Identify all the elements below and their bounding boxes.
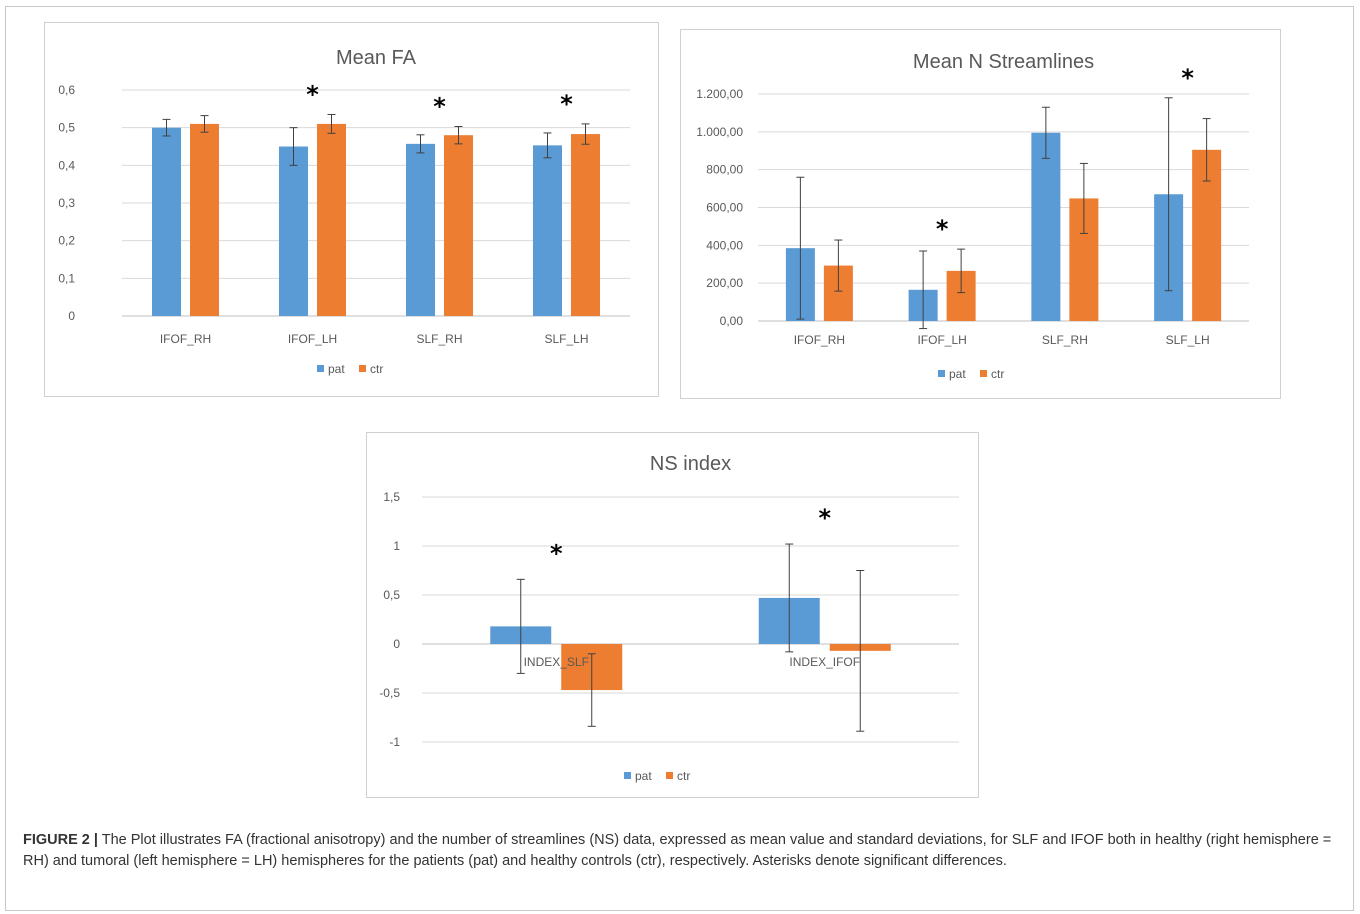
y-tick-label: 0,00 (720, 314, 744, 328)
caption-text: The Plot illustrates FA (fractional anis… (23, 832, 1332, 869)
y-tick-label: 0,5 (383, 588, 400, 602)
x-category-label: IFOF_RH (160, 332, 211, 346)
x-category-label: SLF_LH (1166, 333, 1210, 347)
y-tick-label: 400,00 (706, 238, 743, 252)
legend: pat ctr (317, 362, 383, 376)
chart-ns-index: NS index -1 -0,5 0 0,5 1 1,5 INDEX_SLF * INDEX_IF… (379, 453, 959, 783)
bar-ctr (571, 134, 600, 316)
chart-title: Mean FA (336, 47, 417, 69)
legend-label-ctr: ctr (991, 367, 1004, 381)
y-tick-label: 0 (68, 309, 75, 323)
y-tick-label: 0,3 (58, 196, 75, 210)
significance-asterisk: * (936, 215, 949, 243)
x-category-label: IFOF_LH (288, 332, 337, 346)
legend-label-ctr: ctr (677, 769, 690, 783)
x-category-label: SLF_RH (416, 332, 462, 346)
legend-swatch-ctr (980, 370, 987, 377)
significance-asterisk: * (818, 504, 831, 532)
y-tick-label: 1 (393, 539, 400, 553)
significance-asterisk: * (433, 93, 446, 121)
chart-panel-mean-fa: Mean FA 0 0,1 0,2 0,3 0,4 0,5 0,6 IFOF_RH IFOF_LH… (44, 22, 659, 397)
x-category-label: IFOF_LH (917, 333, 966, 347)
legend-swatch-ctr (666, 772, 673, 779)
legend-swatch-ctr (359, 365, 366, 372)
significance-asterisk: * (1181, 64, 1194, 92)
figure-caption: FIGURE 2 | The Plot illustrates FA (frac… (23, 830, 1343, 872)
y-tick-label: 1,5 (383, 490, 400, 504)
bar-pat (533, 145, 562, 316)
bar-pat (1031, 132, 1061, 321)
y-tick-label: 0,4 (58, 158, 75, 172)
legend: pat ctr (624, 769, 690, 783)
x-category-label: IFOF_RH (794, 333, 845, 347)
significance-asterisk: * (560, 90, 573, 118)
legend-label-pat: pat (328, 362, 345, 376)
figure-frame (5, 6, 1354, 911)
legend-swatch-pat (317, 365, 324, 372)
y-tick-label: 1.000,00 (696, 125, 743, 139)
chart-title: Mean N Streamlines (913, 51, 1094, 73)
legend-swatch-pat (938, 370, 945, 377)
bar-ctr (190, 123, 219, 317)
chart-mean-fa: Mean FA 0 0,1 0,2 0,3 0,4 0,5 0,6 IFOF_RH IFOF_LH… (58, 47, 630, 376)
bar-pat (279, 146, 308, 316)
chart-mean-n-streamlines: Mean N Streamlines 0,00 200,00 400,00 600,00… (696, 51, 1249, 381)
bar-ctr (444, 135, 473, 316)
x-category-label: SLF_RH (1042, 333, 1088, 347)
chart-panel-mean-n-streamlines: Mean N Streamlines 0,00 200,00 400,00 600,00… (680, 29, 1281, 399)
chart-panel-ns-index: NS index -1 -0,5 0 0,5 1 1,5 INDEX_SLF * INDEX_IF… (366, 432, 979, 798)
x-category-label: INDEX_SLF (524, 655, 589, 669)
bar-ctr (317, 123, 346, 317)
significance-asterisk: * (306, 80, 319, 108)
legend-label-ctr: ctr (370, 362, 383, 376)
bar-pat (406, 143, 435, 316)
y-tick-label: -1 (389, 735, 400, 749)
legend-label-pat: pat (949, 367, 966, 381)
y-tick-label: 0,1 (58, 271, 75, 285)
legend-label-pat: pat (635, 769, 652, 783)
legend-swatch-pat (624, 772, 631, 779)
bar-pat (152, 127, 181, 317)
y-tick-label: 0,5 (58, 121, 75, 135)
y-tick-label: 1.200,00 (696, 87, 743, 101)
caption-label: FIGURE 2 | (23, 832, 98, 848)
x-category-label: INDEX_IFOF (789, 655, 860, 669)
y-tick-label: 0,6 (58, 83, 75, 97)
y-tick-label: 200,00 (706, 276, 743, 290)
y-tick-label: -0,5 (379, 686, 400, 700)
legend: pat ctr (938, 367, 1004, 381)
x-category-label: SLF_LH (544, 332, 588, 346)
chart-title: NS index (650, 453, 731, 475)
y-tick-label: 600,00 (706, 201, 743, 215)
y-tick-label: 0,2 (58, 234, 75, 248)
y-tick-label: 800,00 (706, 163, 743, 177)
significance-asterisk: * (550, 539, 563, 567)
y-tick-label: 0 (393, 637, 400, 651)
